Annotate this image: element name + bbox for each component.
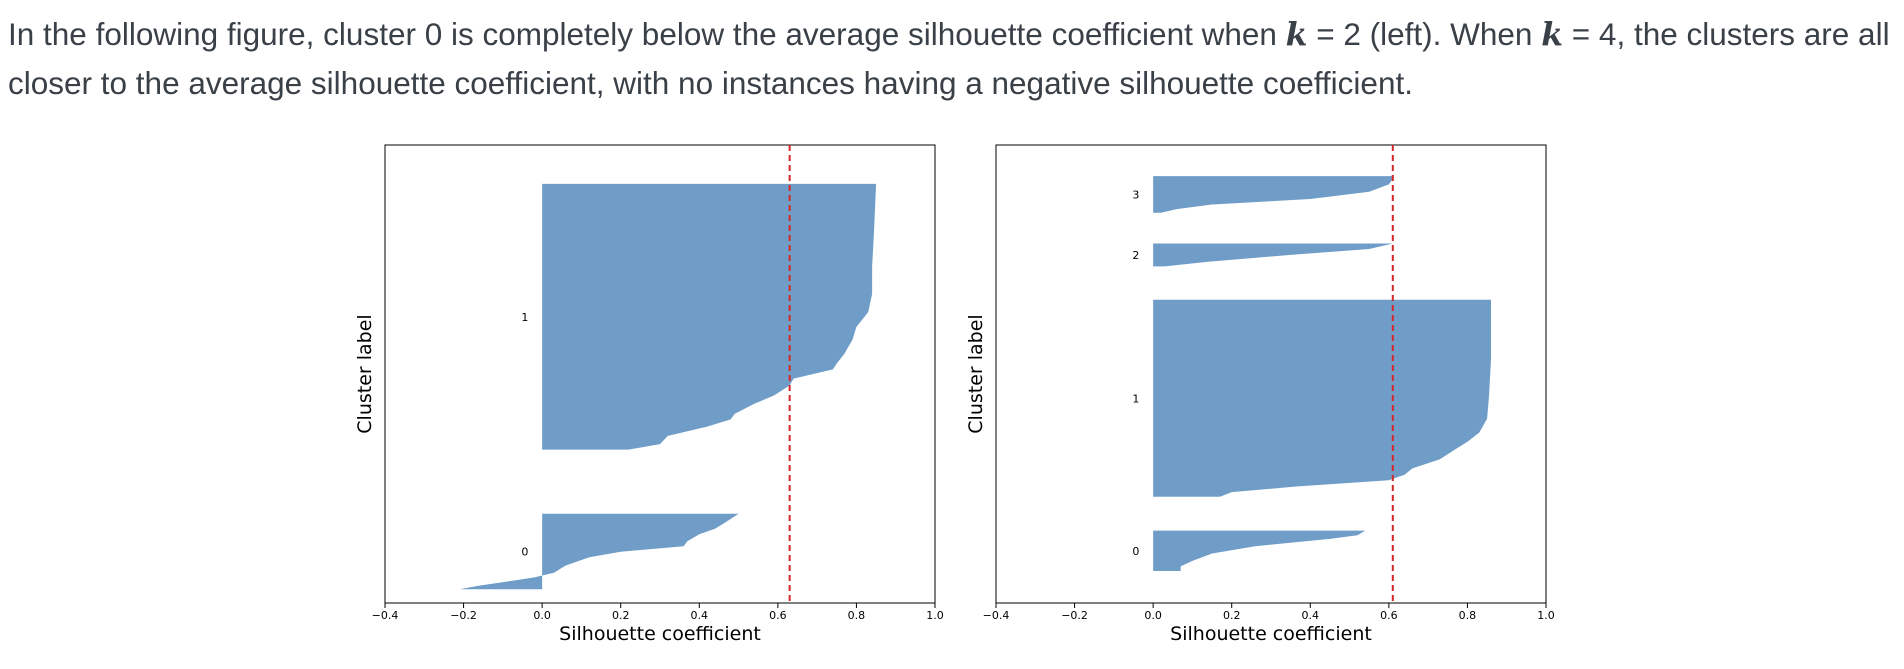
intro-text-2: = 2 (left). When xyxy=(1307,16,1542,52)
x-tick-label: 0.6 xyxy=(769,609,787,622)
x-tick-label: 1.0 xyxy=(926,609,944,622)
x-tick-label: 0.4 xyxy=(691,609,709,622)
silhouette-charts-svg: 0 1 −0.4 −0.2 0.0 0.2 0.4 0.6 0.8 1.0 Silhouette c… xyxy=(354,144,1555,645)
x-tick-label: −0.4 xyxy=(372,609,399,622)
x-tick-label: 0.8 xyxy=(848,609,866,622)
k-variable-2: k xyxy=(1541,16,1564,53)
x-axis-label: Silhouette coefficient xyxy=(559,623,761,645)
x-tick-label: 0.6 xyxy=(1380,609,1398,622)
x-tick-label: −0.2 xyxy=(1061,609,1088,622)
cluster-silhouette-2 xyxy=(1153,243,1393,267)
x-tick-label: −0.4 xyxy=(983,609,1010,622)
silhouette-figure: 0 1 −0.4 −0.2 0.0 0.2 0.4 0.6 0.8 1.0 Silhouette c… xyxy=(0,130,1904,664)
x-tick-label: 0.2 xyxy=(1223,609,1241,622)
k-variable-1: k xyxy=(1285,16,1308,53)
x-tick-label: 0.0 xyxy=(533,609,551,622)
cluster-silhouette-1 xyxy=(542,183,877,450)
x-tick-label: 0.4 xyxy=(1302,609,1320,622)
chart-panel-2: 0 1 2 3 −0.4 −0.2 0.0 0.2 0.4 0.6 0.8 1.0 Silhouette… xyxy=(965,144,1555,645)
cluster-label-2: 2 xyxy=(1132,249,1139,262)
y-axis-label: Cluster label xyxy=(965,314,987,433)
x-tick-label: 0.2 xyxy=(612,609,630,622)
chart-panel-1: 0 1 −0.4 −0.2 0.0 0.2 0.4 0.6 0.8 1.0 Silhouette c… xyxy=(354,144,944,645)
cluster-silhouette-0 xyxy=(1153,530,1366,571)
x-tick-label: 0.0 xyxy=(1144,609,1162,622)
x-axis-label: Silhouette coefficient xyxy=(1170,623,1372,645)
cluster-label-3: 3 xyxy=(1132,188,1139,201)
intro-text-3: = 4, the clusters are all closer to the … xyxy=(8,16,1890,101)
cluster-label-0: 0 xyxy=(1132,545,1139,558)
cluster-silhouette-0 xyxy=(459,513,739,590)
cluster-label-0: 0 xyxy=(521,545,528,558)
x-tick-label: −0.2 xyxy=(450,609,477,622)
intro-paragraph: In the following figure, cluster 0 is co… xyxy=(8,10,1898,107)
x-tick-label: 1.0 xyxy=(1537,609,1555,622)
cluster-label-1: 1 xyxy=(1132,392,1139,405)
cluster-label-1: 1 xyxy=(521,311,528,324)
intro-text-1: In the following figure, cluster 0 is co… xyxy=(8,16,1286,52)
x-tick-label: 0.8 xyxy=(1459,609,1477,622)
cluster-silhouette-3 xyxy=(1153,176,1393,213)
y-axis-label: Cluster label xyxy=(354,314,376,433)
cluster-silhouette-1 xyxy=(1153,299,1491,497)
